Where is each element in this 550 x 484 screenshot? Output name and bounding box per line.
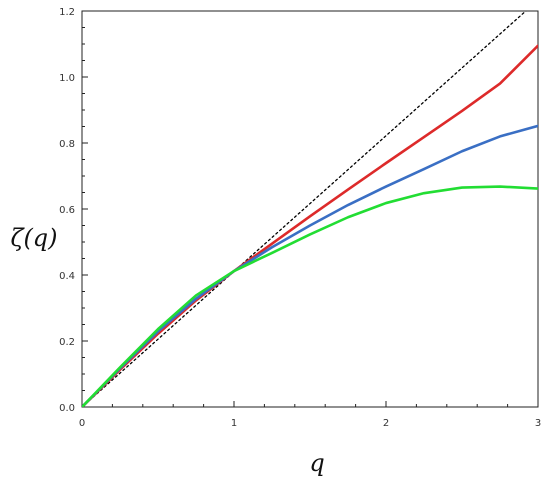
x-tick-label: 1: [231, 418, 237, 429]
x-axis-label: q: [309, 449, 324, 477]
y-tick-label: 0.4: [59, 271, 75, 282]
series-line-2: [82, 44, 538, 407]
y-axis-label: ζ(q): [10, 224, 57, 252]
y-tick-label: 0.6: [59, 205, 75, 216]
x-tick-label: 3: [535, 418, 541, 429]
series-line-4: [82, 185, 538, 407]
x-tick-label: 2: [383, 418, 389, 429]
series-line-3: [82, 124, 538, 407]
y-tick-label: 1.2: [59, 7, 75, 18]
y-tick-label: 0.0: [59, 403, 75, 414]
series-line-1: [82, 11, 527, 407]
y-tick-label: 1.0: [59, 73, 75, 84]
y-tick-label: 0.8: [59, 139, 75, 150]
y-tick-label: 0.2: [59, 337, 75, 348]
x-tick-label: 0: [79, 418, 85, 429]
plot-frame: [81, 10, 539, 408]
